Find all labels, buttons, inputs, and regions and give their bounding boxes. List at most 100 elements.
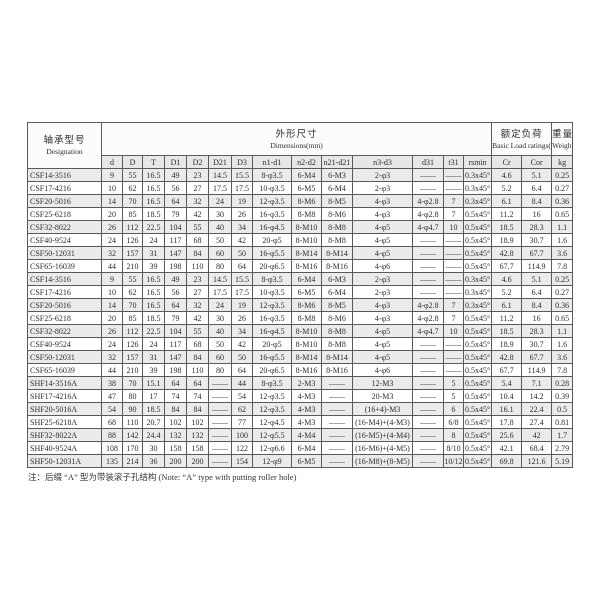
value-cell: 20-φ5 (252, 337, 292, 351)
value-cell: 157 (122, 350, 143, 364)
value-cell: 126 (122, 233, 143, 247)
value-cell: 102 (164, 415, 187, 429)
value-cell: 18.5 (142, 207, 165, 221)
value-cell: 114.9 (521, 259, 553, 273)
value-cell: 6 (443, 402, 464, 416)
column-label-rsmin: rsmin (462, 155, 493, 169)
value-cell: 157 (122, 246, 143, 260)
value-cell: 1.7 (551, 428, 574, 442)
value-cell: 4-φ2.8 (412, 194, 444, 208)
value-cell: 6.1 (491, 194, 523, 208)
value-cell: 8-M16 (321, 363, 353, 377)
value-cell: 6-M4 (321, 285, 353, 299)
value-cell: 8-M14 (291, 246, 322, 260)
value-cell: 5.2 (491, 181, 523, 195)
value-cell: —— (412, 285, 444, 299)
value-cell: —— (208, 389, 232, 403)
value-cell: —— (208, 428, 232, 442)
value-cell: 22.4 (521, 402, 553, 416)
value-cell: 42 (231, 337, 253, 351)
value-cell: 10-φ3.5 (252, 285, 292, 299)
value-cell: 16-φ3.5 (252, 207, 292, 221)
value-cell: 26 (231, 311, 253, 325)
value-cell: —— (412, 454, 444, 468)
value-cell: 6.4 (521, 181, 553, 195)
value-cell: 80 (208, 259, 232, 273)
value-cell: 64 (164, 194, 187, 208)
value-cell: 60 (208, 350, 232, 364)
value-cell: 9 (101, 168, 123, 182)
value-cell: 17 (142, 389, 165, 403)
value-cell: —— (412, 441, 444, 455)
value-cell: (16-M5)+(4-M4) (352, 428, 413, 442)
value-cell: 0.5x45° (462, 350, 493, 364)
value-cell: 55 (186, 220, 209, 234)
column-label-kg: kg (551, 155, 574, 169)
value-cell: 27.4 (521, 415, 553, 429)
value-cell: 85 (122, 207, 143, 221)
load-ratings-header-en: Basic Load ratings(KN) (492, 140, 551, 150)
designation-cell: CSF40-9524 (27, 233, 102, 247)
value-cell: 69.8 (491, 454, 523, 468)
value-cell: 22.5 (142, 220, 165, 234)
value-cell: 10 (101, 285, 123, 299)
column-label-D2: D2 (186, 155, 209, 169)
value-cell: 0.25 (551, 272, 574, 286)
value-cell: 20.7 (142, 415, 165, 429)
value-cell: 7 (443, 298, 464, 312)
value-cell: —— (412, 259, 444, 273)
table-row: SHF14-3516A 38 70 15.1 64 64 —— 44 8-φ3.5 2-M3 —— 1… (27, 376, 574, 390)
value-cell: 132 (164, 428, 187, 442)
value-cell: 8-M8 (321, 337, 353, 351)
value-cell: 84 (186, 350, 209, 364)
designation-cell: CSF14-3516 (27, 168, 102, 182)
value-cell: 8-M14 (321, 246, 353, 260)
value-cell: —— (443, 259, 464, 273)
value-cell: 158 (186, 441, 209, 455)
value-cell: 8-M10 (291, 324, 322, 338)
value-cell: 3.6 (551, 350, 574, 364)
value-cell: 16.5 (142, 298, 165, 312)
value-cell: 42.8 (491, 246, 523, 260)
value-cell: 79 (164, 311, 187, 325)
value-cell: 17.5 (208, 285, 232, 299)
value-cell: 198 (164, 363, 187, 377)
value-cell: 2-φ3 (352, 181, 413, 195)
value-cell: 4.6 (491, 272, 523, 286)
value-cell: 20-M3 (352, 389, 413, 403)
value-cell: 68 (186, 233, 209, 247)
value-cell: 64 (164, 298, 187, 312)
value-cell: 4-φ2.8 (412, 298, 444, 312)
value-cell: 0.5x45° (462, 259, 493, 273)
table-row: CSF50-12031 32 157 31 147 84 60 50 16-φ5.5 8-M14 8… (27, 246, 574, 260)
value-cell: 55 (122, 272, 143, 286)
value-cell: 1.1 (551, 324, 574, 338)
value-cell: 30 (208, 207, 232, 221)
value-cell: 104 (164, 220, 187, 234)
value-cell: 84 (186, 402, 209, 416)
designation-cell: CSF32-8022 (27, 220, 102, 234)
value-cell: —— (412, 181, 444, 195)
value-cell: 12-φ3.5 (252, 402, 292, 416)
value-cell: 7.8 (551, 363, 574, 377)
value-cell: 9 (101, 272, 123, 286)
value-cell: 8 (443, 428, 464, 442)
value-cell: 16.1 (491, 402, 523, 416)
value-cell: 6-M5 (291, 181, 322, 195)
designation-cell: CSF20-5016 (27, 194, 102, 208)
value-cell: 42 (186, 207, 209, 221)
value-cell: 6-M4 (321, 181, 353, 195)
value-cell: 170 (122, 441, 143, 455)
value-cell: 8-φ3.5 (252, 376, 292, 390)
table-header: 轴承型号 Designation 外形尺寸 Dimensions(mm) 额定负… (27, 122, 574, 169)
value-cell: 84 (186, 246, 209, 260)
table-row: SHF17-4216A 47 80 17 74 74 —— 54 12-φ3.5 4-M3 —— 20… (27, 389, 574, 403)
load-ratings-header: 额定负荷 Basic Load ratings(KN) (491, 122, 553, 156)
value-cell: 100 (231, 428, 253, 442)
value-cell: —— (321, 376, 353, 390)
dimensions-header-zh: 外形尺寸 (275, 129, 318, 140)
value-cell: 0.5x45° (462, 220, 493, 234)
value-cell: 0.5x45° (462, 233, 493, 247)
value-cell: 6-M4 (291, 168, 322, 182)
value-cell: 0.5 (551, 402, 574, 416)
